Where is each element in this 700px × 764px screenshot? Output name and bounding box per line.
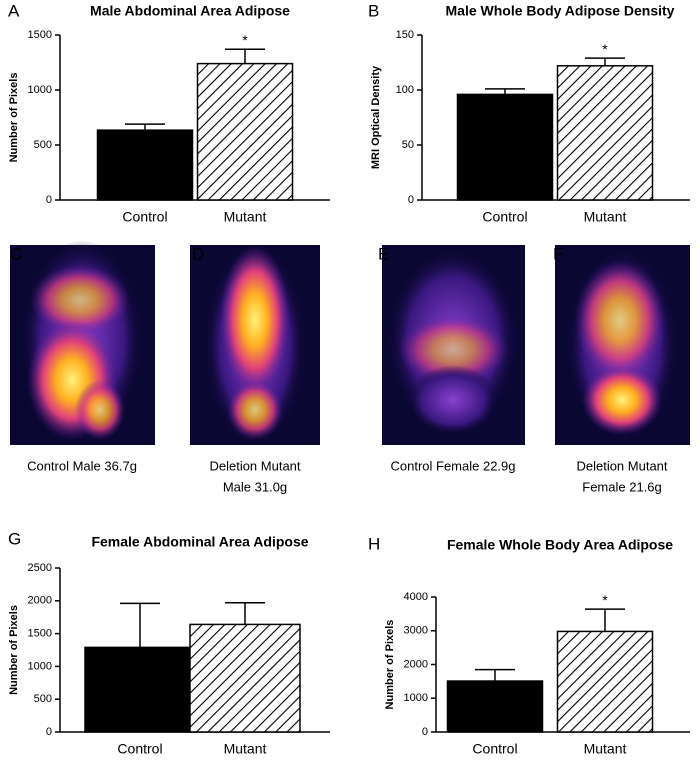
panel-label: C [10, 244, 22, 263]
y-tick-label: 2500 [28, 562, 52, 574]
y-tick-label: 0 [46, 194, 52, 206]
bar [556, 65, 654, 201]
x-tick-label: Mutant [584, 741, 627, 757]
bar [556, 630, 654, 733]
y-axis-label: MRI Optical Density [370, 65, 382, 169]
y-tick-label: 3000 [404, 625, 428, 637]
chart-title: Female Whole Body Area Adipose [447, 537, 673, 553]
y-tick-label: 500 [34, 693, 52, 705]
chart-title: Female Abdominal Area Adipose [91, 534, 308, 550]
y-tick-label: 0 [46, 726, 52, 738]
panel-label: B [368, 1, 379, 20]
y-tick-label: 0 [422, 726, 428, 738]
y-axis-label: Number of Pixels [8, 73, 20, 163]
y-tick-label: 4000 [404, 591, 428, 603]
image-caption: Male 31.0g [223, 479, 287, 494]
panel-label: G [8, 529, 21, 548]
image-caption: Control Male 36.7g [27, 458, 137, 473]
image-caption: Deletion Mutant [576, 458, 667, 473]
mri-image [10, 240, 155, 445]
x-tick-label: Control [117, 741, 162, 757]
y-tick-label: 150 [396, 29, 414, 41]
significance-label: * [602, 41, 608, 57]
x-tick-label: Mutant [224, 741, 267, 757]
y-tick-label: 500 [34, 139, 52, 151]
mri-image [190, 245, 320, 445]
panel-label: F [553, 244, 563, 263]
y-tick-label: 2000 [28, 595, 52, 607]
bar [196, 62, 294, 201]
y-tick-label: 1500 [28, 29, 52, 41]
mri-image [555, 245, 690, 445]
chart-title: Male Whole Body Adipose Density [446, 3, 675, 19]
panel-label: A [8, 1, 20, 20]
significance-label: * [602, 592, 608, 608]
y-axis-label: Number of Pixels [384, 620, 396, 710]
bar [84, 646, 196, 733]
image-caption: Deletion Mutant [209, 458, 300, 473]
image-caption: Control Female 22.9g [390, 458, 515, 473]
image-caption: Female 21.6g [582, 479, 662, 494]
x-tick-label: Control [122, 209, 167, 225]
y-tick-label: 0 [408, 194, 414, 206]
panel-label: H [368, 534, 380, 553]
y-tick-label: 1000 [28, 660, 52, 672]
bar [189, 623, 301, 733]
x-tick-label: Control [472, 741, 517, 757]
y-tick-label: 50 [402, 139, 414, 151]
y-axis-label: Number of Pixels [8, 605, 20, 695]
chart-title: Male Abdominal Area Adipose [90, 3, 290, 19]
x-tick-label: Mutant [224, 209, 267, 225]
y-tick-label: 1000 [404, 692, 428, 704]
bar [446, 680, 544, 733]
mri-image [382, 245, 525, 445]
x-tick-label: Mutant [584, 209, 627, 225]
panel-label: D [192, 244, 204, 263]
y-tick-label: 1000 [28, 84, 52, 96]
bar [96, 129, 194, 201]
significance-label: * [242, 32, 248, 48]
x-tick-label: Control [482, 209, 527, 225]
bar [456, 93, 554, 201]
panel-label: E [378, 244, 389, 263]
y-tick-label: 1500 [28, 628, 52, 640]
y-tick-label: 2000 [404, 658, 428, 670]
y-tick-label: 100 [396, 84, 414, 96]
